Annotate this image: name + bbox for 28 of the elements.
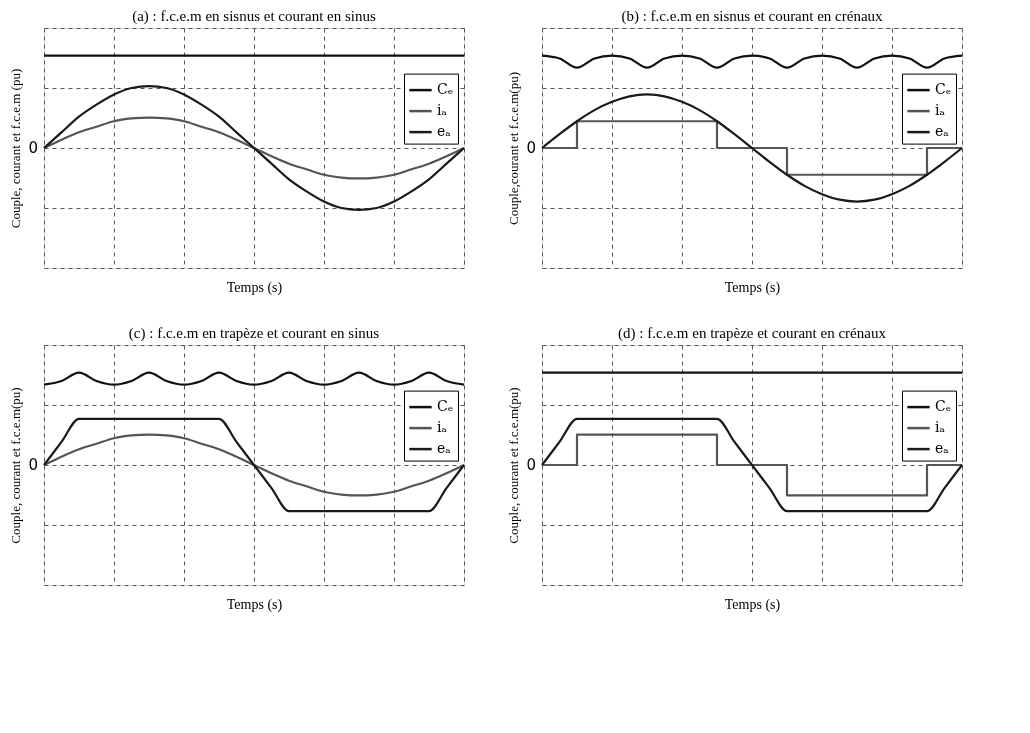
legend-label: Cₑ (437, 398, 454, 415)
legend-label: Cₑ (935, 398, 952, 415)
chart-title: (a) : f.c.e.m en sisnus et courant en sinus (132, 8, 376, 25)
legend-label: eₐ (437, 123, 452, 140)
chart-title: (c) : f.c.e.m en trapèze et courant en sinus (128, 325, 380, 342)
legend-label: iₐ (437, 419, 448, 436)
x-axis-title: Temps (s) (226, 596, 283, 613)
text: 0 (28, 139, 38, 157)
chart-title: (d) : f.c.e.m en trapèze et courant en crénaux (618, 325, 887, 342)
chart-title: (b) : f.c.e.m en sisnus et courant en crénaux (621, 8, 884, 25)
x-axis-title: Temps (s) (724, 596, 781, 613)
x-axis-title: Temps (s) (724, 279, 781, 296)
x-axis-title: Temps (s) (226, 279, 283, 296)
y-axis-title: Couple, courant et f.c.e.m (pu) (7, 68, 23, 229)
legend-label: iₐ (935, 419, 946, 436)
y-axis-title: Couple,courant et f.c.e.m(pu) (505, 71, 521, 226)
legend-label: eₐ (437, 440, 452, 457)
legend-label: iₐ (437, 102, 448, 119)
legend-label: eₐ (935, 123, 950, 140)
legend-label: Cₑ (935, 81, 952, 98)
legend-label: eₐ (935, 440, 950, 457)
y-axis-title: Couple, courant et f.c.e.m(pu) (7, 387, 23, 544)
text: 0 (526, 456, 536, 474)
legend-label: iₐ (935, 102, 946, 119)
legend-label: Cₑ (437, 81, 454, 98)
y-axis-title: Couple, courant et f.c.e.m(pu) (505, 387, 521, 544)
text: 0 (526, 139, 536, 157)
text: 0 (28, 456, 38, 474)
